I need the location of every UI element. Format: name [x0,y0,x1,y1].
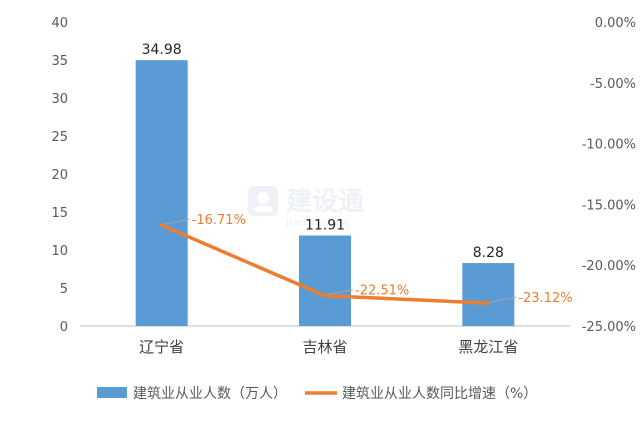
y-left-tick-label: 20 [51,168,68,183]
y-left-tick-label: 40 [51,16,68,31]
line-data-label: -22.51% [355,284,409,299]
legend-bar-label: 建筑业从业人数（万人） [133,386,287,402]
bar-data-label: 34.98 [142,42,182,58]
y-right-tick-label: -20.00% [582,259,636,274]
line-point [159,223,164,227]
y-left-tick-label: 10 [51,244,68,259]
line-point [323,293,327,298]
watermark-text: 建设通 [286,187,364,217]
y-left-tick-label: 5 [60,282,68,297]
x-tick-label: 吉林省 [302,338,347,356]
bar-data-label: 8.28 [473,245,504,261]
y-left-tick-label: 15 [51,206,68,221]
leader-line [163,218,190,225]
y-left-tick-label: 25 [51,130,68,145]
leader-line [326,289,354,296]
bar-data-label: 11.91 [305,217,345,233]
leader-line [490,296,517,303]
y-right-tick-label: -10.00% [582,138,636,153]
y-left-tick-label: 30 [51,92,68,107]
y-right-tick-label: 0.00% [595,16,636,31]
y-left-tick-label: 0 [60,320,68,335]
y-right-tick-label: -15.00% [582,198,636,213]
line-data-label: -16.71% [192,213,246,228]
bar [462,263,515,326]
watermark-subtext: jianshetong [285,216,350,229]
legend-bar-swatch [97,387,127,398]
bar [135,60,188,326]
line-point [486,301,491,305]
line-data-label: -23.12% [518,291,572,306]
y-left-tick-label: 35 [51,54,68,69]
y-right-tick-label: -25.00% [582,320,636,335]
x-tick-label: 黑龙江省 [458,338,518,356]
y-right-tick-label: -5.00% [590,77,636,92]
x-tick-label: 辽宁省 [139,338,184,356]
watermark-logo: 建设通 jianshetong [248,186,364,229]
legend-line-label: 建筑业从业人数同比增速（%） [342,386,537,402]
bar [299,235,351,326]
